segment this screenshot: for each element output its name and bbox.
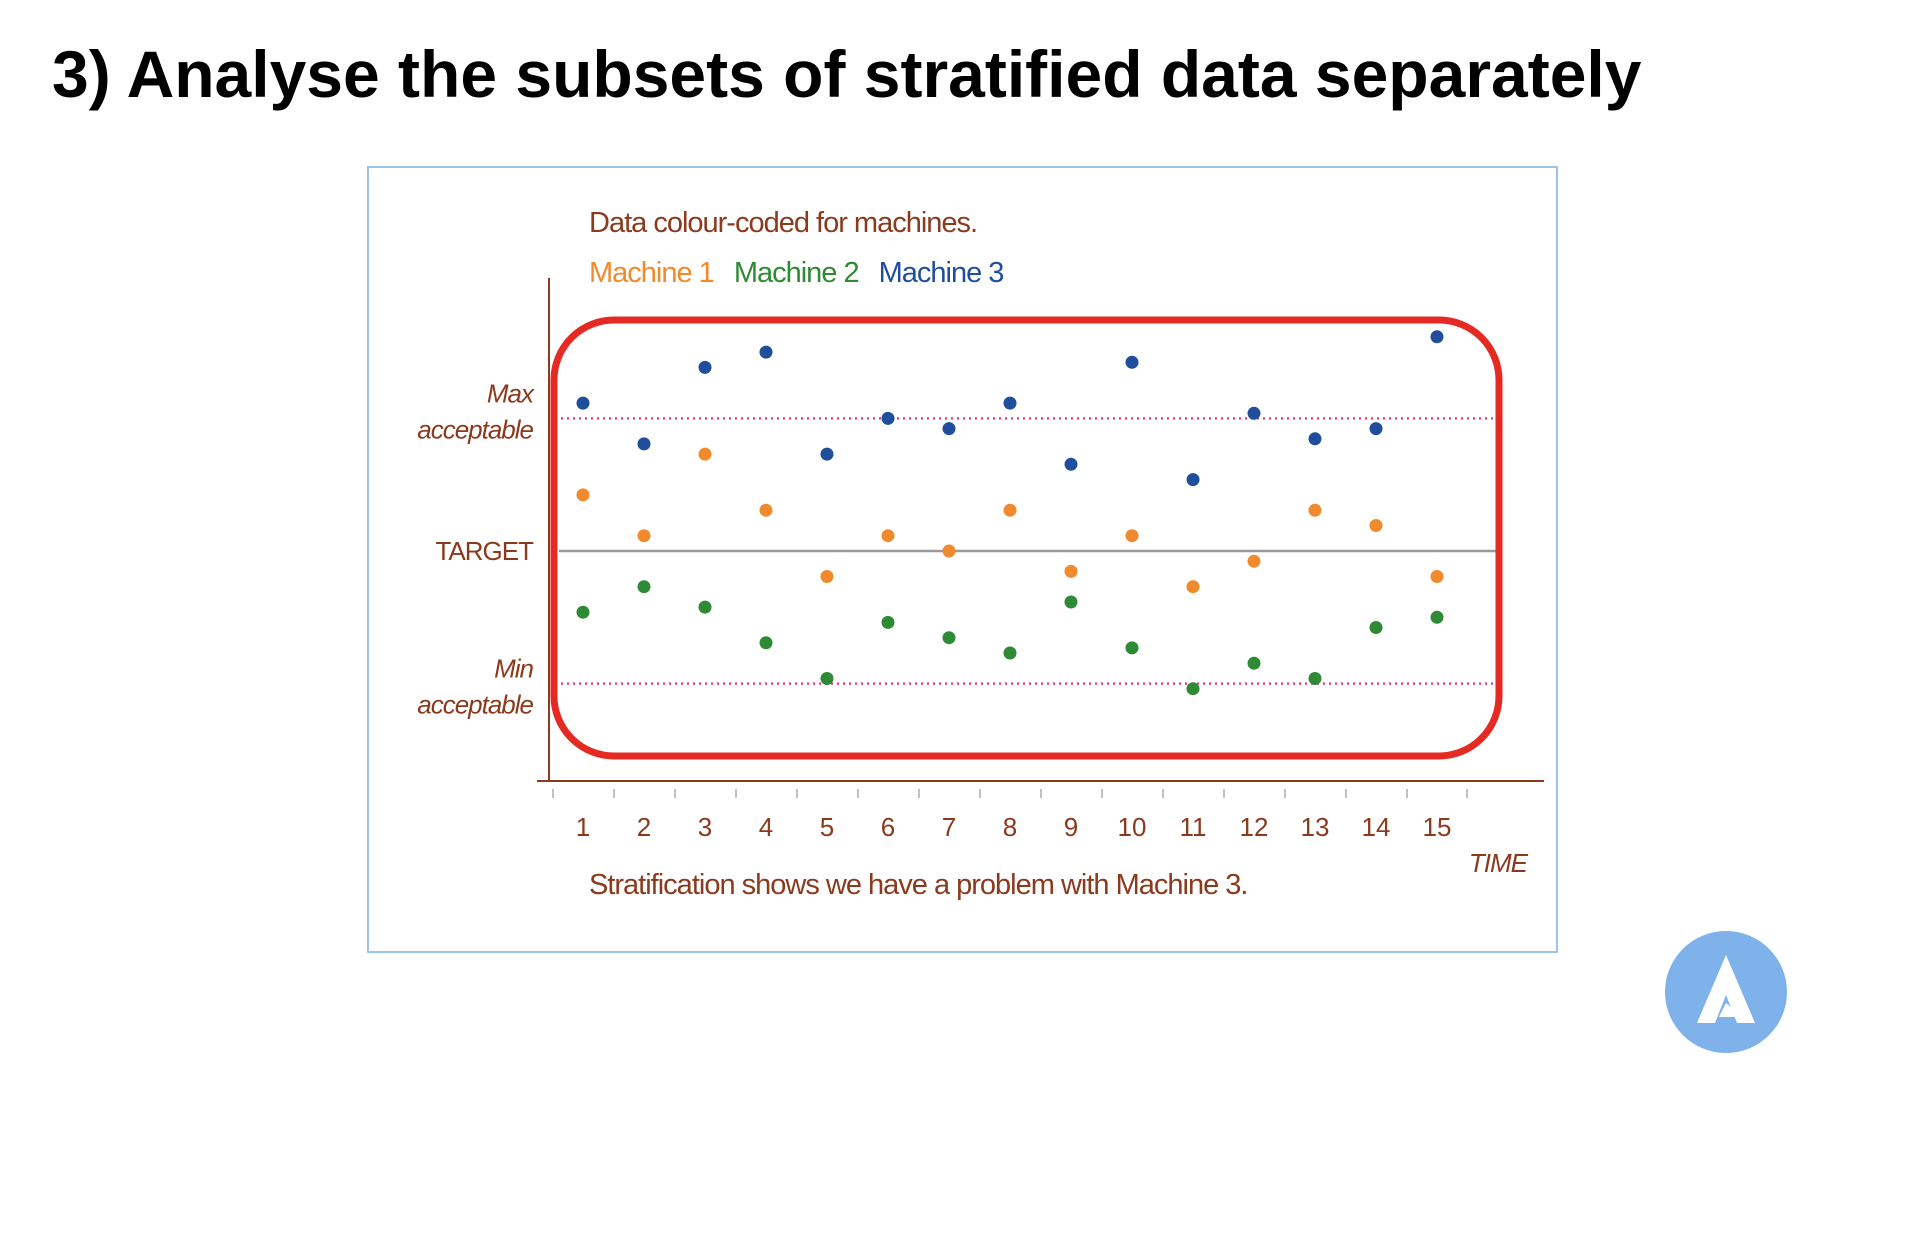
chart-header: Data colour-coded for machines. Machine …	[589, 207, 1004, 289]
data-point	[1430, 610, 1444, 624]
data-point	[881, 411, 895, 425]
x-tick-label: 8	[1003, 812, 1017, 842]
x-tick-label: 14	[1362, 812, 1391, 842]
data-point	[576, 396, 590, 410]
data-point	[759, 503, 773, 517]
data-point	[820, 672, 834, 685]
target-label: TARGET	[435, 536, 534, 566]
data-point	[1247, 656, 1261, 670]
x-tick-label: 11	[1180, 812, 1207, 842]
x-axis-label: TIME	[1469, 848, 1529, 878]
data-point	[698, 447, 712, 461]
data-point	[1369, 621, 1383, 634]
slide-title: 3) Analyse the subsets of stratified dat…	[52, 37, 1642, 111]
data-point	[1125, 641, 1139, 655]
chart-title: Data colour-coded for machines.	[589, 207, 977, 239]
data-point	[1003, 646, 1017, 660]
legend-item: Machine 3	[879, 257, 1004, 289]
x-tick-label: 15	[1423, 812, 1452, 842]
data-point	[576, 488, 590, 502]
data-point	[1247, 554, 1261, 568]
y-reference-labels: Max acceptable TARGET Min acceptable	[417, 378, 536, 720]
triangle-logo-icon	[1665, 931, 1787, 1053]
x-tick-label: 4	[759, 812, 773, 842]
data-point	[942, 422, 956, 436]
data-point	[820, 570, 834, 583]
data-point	[1186, 580, 1200, 594]
data-point	[637, 529, 651, 543]
highlight-box	[550, 316, 1503, 760]
data-point	[1064, 457, 1078, 471]
data-point	[1064, 595, 1078, 609]
legend-item: Machine 1	[589, 257, 714, 289]
x-tick-label: 5	[820, 812, 834, 842]
x-tick-label: 3	[698, 812, 712, 842]
stratification-chart: Data colour-coded for machines. Machine …	[417, 207, 1544, 901]
data-point	[1003, 396, 1017, 410]
data-point	[698, 360, 712, 374]
data-point	[942, 631, 956, 645]
x-tick-label: 12	[1240, 812, 1269, 842]
data-point	[1003, 503, 1017, 517]
data-points	[576, 330, 1444, 696]
reference-lines	[559, 417, 1499, 685]
data-point	[1308, 672, 1322, 685]
data-point	[698, 600, 712, 614]
x-tick-label: 10	[1118, 812, 1147, 842]
max-label-line1: Max	[487, 378, 535, 408]
data-point	[1186, 682, 1200, 696]
data-point	[881, 529, 895, 543]
data-point	[1125, 355, 1139, 369]
data-point	[759, 345, 773, 359]
x-tick-label: 7	[942, 812, 956, 842]
data-point	[1430, 330, 1444, 344]
data-point	[1308, 503, 1322, 517]
data-point	[576, 605, 590, 619]
chart-caption: Stratification shows we have a problem w…	[589, 869, 1247, 901]
data-point	[1064, 564, 1078, 578]
data-point	[1125, 529, 1139, 543]
data-point	[637, 437, 651, 451]
data-point	[637, 580, 651, 594]
x-tick-label: 6	[881, 812, 895, 842]
x-axis-ticks: 1 2 3 4 5 6 7 8 9 10 11 12 13 14 15	[552, 789, 1468, 842]
data-point	[1186, 473, 1200, 487]
x-tick-label: 2	[637, 812, 651, 842]
data-point	[1430, 570, 1444, 583]
chart-frame: Data colour-coded for machines. Machine …	[367, 166, 1558, 953]
data-point	[1308, 432, 1322, 446]
min-label-line1: Min	[494, 654, 533, 684]
x-tick-label: 13	[1301, 812, 1330, 842]
x-tick-label: 9	[1064, 812, 1078, 842]
chart-axes	[537, 278, 1544, 782]
x-tick-label: 1	[576, 812, 590, 842]
data-point	[1247, 406, 1261, 420]
data-point	[1369, 422, 1383, 436]
min-label-line2: acceptable	[417, 690, 533, 720]
data-point	[759, 636, 773, 650]
chart-legend: Machine 1 Machine 2 Machine 3	[589, 257, 1004, 289]
data-point	[942, 544, 956, 558]
data-point	[1369, 519, 1383, 532]
data-point	[820, 447, 834, 461]
legend-item: Machine 2	[734, 257, 859, 289]
max-label-line2: acceptable	[417, 414, 533, 444]
data-point	[881, 615, 895, 629]
